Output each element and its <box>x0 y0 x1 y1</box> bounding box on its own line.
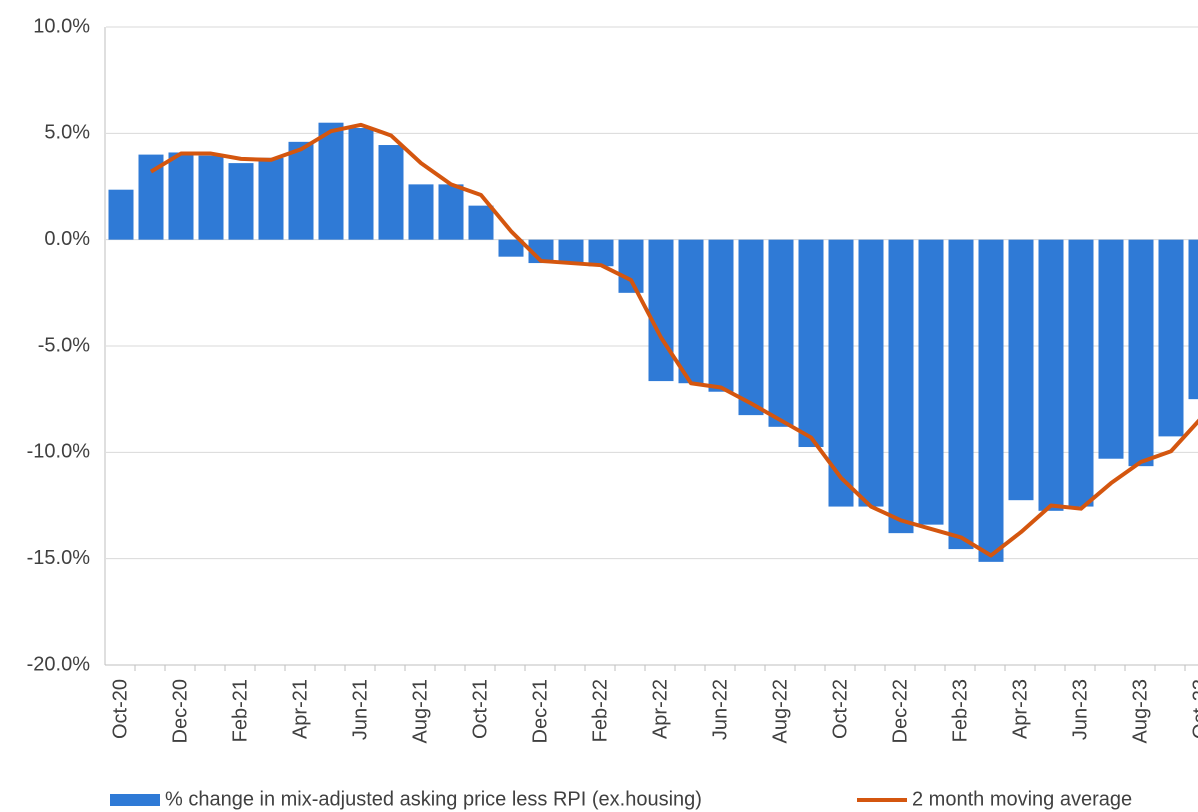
bar <box>1038 239 1064 511</box>
bar <box>708 239 734 392</box>
bar <box>918 239 944 525</box>
bar <box>378 145 404 240</box>
x-tick-label: Feb-21 <box>229 679 251 742</box>
x-tick-label: Jun-21 <box>349 679 371 740</box>
plot-area <box>108 122 1198 562</box>
x-tick-label: Feb-22 <box>589 679 611 742</box>
x-tick-label: Jun-23 <box>1069 679 1091 740</box>
x-tick-label: Feb-23 <box>949 679 971 742</box>
bar <box>1158 239 1184 437</box>
bar <box>1098 239 1124 459</box>
y-tick-label: 10.0% <box>33 15 90 37</box>
line <box>149 122 1198 558</box>
y-tick-label: -10.0% <box>27 441 91 463</box>
x-tick-label: Aug-23 <box>1129 679 1151 744</box>
bar <box>948 239 974 550</box>
bar <box>288 141 314 240</box>
y-tick-label: -20.0% <box>27 653 91 675</box>
bar <box>108 189 134 240</box>
bar <box>1068 239 1094 507</box>
bar <box>228 163 254 240</box>
bar <box>978 239 1004 562</box>
bar <box>678 239 704 384</box>
x-tick-label: Dec-20 <box>169 679 191 743</box>
bar <box>1128 239 1154 467</box>
bar <box>258 157 284 240</box>
bar <box>558 239 584 264</box>
x-tick-label: Dec-21 <box>529 679 551 743</box>
x-tick-label: Jun-22 <box>709 679 731 740</box>
x-tick-label: Oct-22 <box>829 679 851 739</box>
bar <box>618 239 644 293</box>
x-tick-label: Oct-23 <box>1189 679 1198 739</box>
bar <box>198 155 224 240</box>
y-tick-label: 5.0% <box>44 122 90 144</box>
bar <box>648 239 674 382</box>
x-tick-label: Apr-23 <box>1009 679 1031 739</box>
bar <box>828 239 854 507</box>
y-tick-label: -15.0% <box>27 547 91 569</box>
x-tick-label: Apr-21 <box>289 679 311 739</box>
bar <box>768 239 794 427</box>
bar <box>1188 239 1198 400</box>
bar <box>858 239 884 507</box>
x-tick-label: Aug-21 <box>409 679 431 744</box>
bar <box>888 239 914 534</box>
x-tick-label: Apr-22 <box>649 679 671 739</box>
bar <box>168 152 194 240</box>
bar <box>1008 239 1034 501</box>
bar <box>798 239 824 448</box>
legend-label: 2 month moving average <box>912 788 1132 810</box>
bar <box>468 205 494 240</box>
x-tick-label: Oct-20 <box>109 679 131 739</box>
legend-swatch <box>110 794 160 806</box>
bar <box>738 239 764 416</box>
x-tick-label: Aug-22 <box>769 679 791 744</box>
bar <box>348 128 374 240</box>
x-tick-label: Dec-22 <box>889 679 911 743</box>
y-tick-label: -5.0% <box>38 334 90 356</box>
bar <box>318 122 344 240</box>
legend-label: % change in mix-adjusted asking price le… <box>165 788 702 810</box>
y-tick-label: 0.0% <box>44 228 90 250</box>
x-tick-label: Oct-21 <box>469 679 491 739</box>
bar <box>498 239 524 257</box>
bar <box>408 184 434 240</box>
bar <box>438 184 464 240</box>
bar <box>588 239 614 267</box>
